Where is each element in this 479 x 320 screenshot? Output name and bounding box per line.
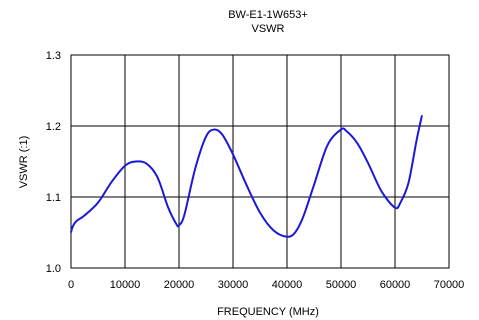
plot-frame [70, 54, 450, 269]
x-tick-label: 20000 [164, 279, 195, 291]
y-tick-label: 1.1 [46, 192, 61, 204]
x-axis-title: FREQUENCY (MHz) [217, 306, 319, 318]
x-tick-label: 70000 [434, 279, 465, 291]
x-tick-label: 30000 [218, 279, 249, 291]
x-tick-label: 40000 [272, 279, 303, 291]
y-tick-label: 1.3 [46, 50, 61, 62]
x-tick-label: 60000 [380, 279, 411, 291]
y-tick-label: 1.2 [46, 121, 61, 133]
series-group [70, 115, 423, 238]
x-tick-label: 50000 [326, 279, 357, 291]
x-tick-labels: 0 10000 20000 30000 40000 50000 60000 70000 [68, 279, 464, 291]
y-axis-title: VSWR (:1) [18, 136, 30, 189]
chart-subtitle: VSWR [252, 23, 285, 35]
y-tick-label: 1.0 [46, 263, 61, 275]
x-tick-label: 0 [68, 279, 74, 291]
vswr-series-line [70, 115, 423, 238]
grid-lines [71, 55, 449, 268]
chart-title: BW-E1-1W653+ [228, 9, 308, 21]
x-tick-label: 10000 [110, 279, 141, 291]
y-tick-labels: 1.0 1.1 1.2 1.3 [46, 50, 61, 275]
